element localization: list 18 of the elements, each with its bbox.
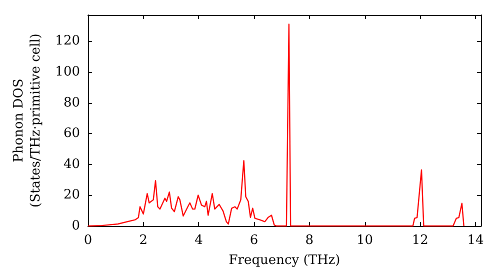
x-tick-label: 8 xyxy=(305,233,314,248)
y-tick-label: 20 xyxy=(63,188,80,203)
y-tick-label: 80 xyxy=(63,95,80,110)
x-tick-label: 10 xyxy=(356,233,374,248)
x-tick-label: 14 xyxy=(467,233,484,248)
y-tick-label: 100 xyxy=(55,64,80,80)
y-tick-label: 0 xyxy=(72,218,80,234)
y-tick-label: 40 xyxy=(63,156,80,172)
line-series xyxy=(87,24,464,227)
x-tick-label: 4 xyxy=(194,233,203,248)
y-axis-title: Phonon DOS (States/THz·primitive cell) xyxy=(11,33,44,208)
x-tick-label: 0 xyxy=(84,233,92,248)
y-tick-label: 120 xyxy=(55,34,80,49)
x-tick-label: 2 xyxy=(139,233,148,248)
y-tick-label: 60 xyxy=(63,126,80,142)
x-tick-label: 12 xyxy=(412,233,428,248)
x-axis-title: Frequency (THz) xyxy=(228,252,340,268)
x-tick-label: 6 xyxy=(250,233,258,248)
